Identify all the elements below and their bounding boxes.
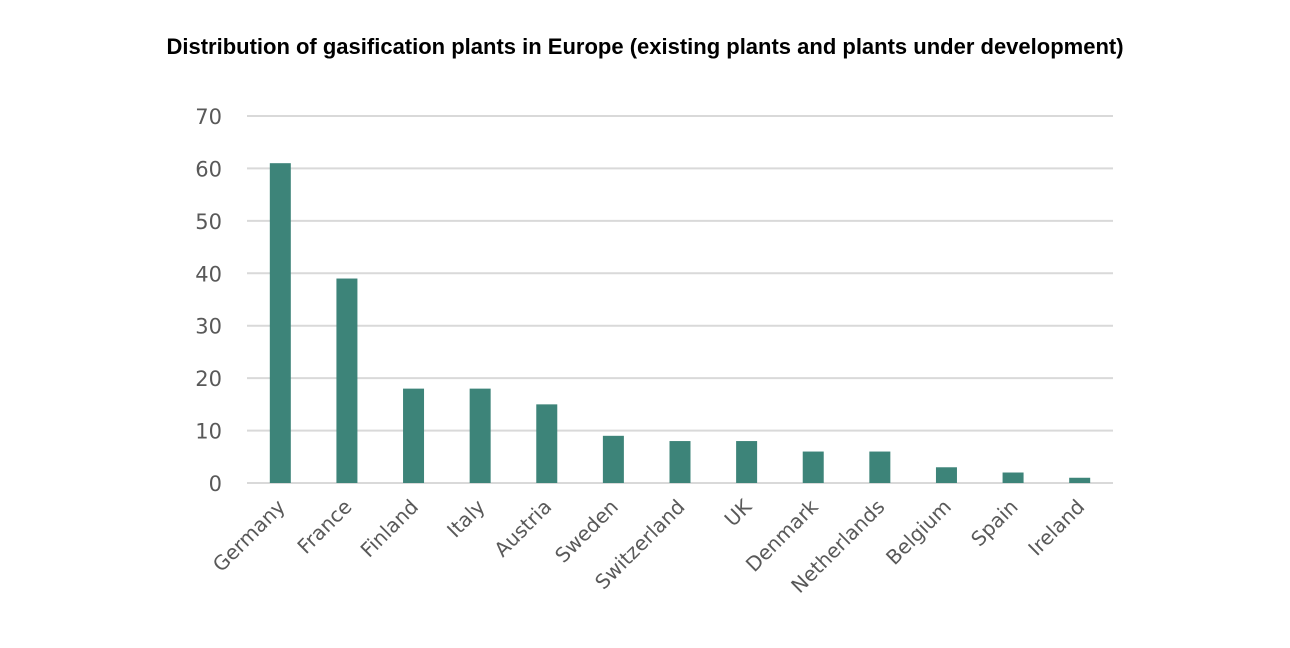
- x-tick-label: Austria: [489, 495, 556, 562]
- y-tick-label: 70: [195, 105, 222, 129]
- bar-finland: [403, 388, 425, 483]
- bar-sweden: [602, 435, 624, 483]
- x-tick-label: UK: [720, 494, 757, 531]
- x-tick-label: Germany: [208, 494, 290, 576]
- x-tick-label: Ireland: [1023, 495, 1089, 561]
- chart-title: Distribution of gasification plants in E…: [166, 34, 1124, 59]
- y-tick-label: 0: [209, 472, 222, 496]
- bar-denmark: [802, 451, 824, 483]
- bar-belgium: [935, 467, 957, 483]
- bar-france: [336, 278, 358, 483]
- y-tick-label: 10: [195, 420, 222, 444]
- y-tick-label: 40: [195, 262, 222, 286]
- x-tick-label: France: [292, 495, 356, 559]
- bar-italy: [469, 388, 491, 483]
- bar-netherlands: [869, 451, 891, 483]
- bar-austria: [536, 404, 558, 483]
- x-tick-label: Finland: [356, 495, 424, 563]
- y-tick-label: 60: [195, 157, 222, 181]
- y-tick-label: 30: [195, 315, 222, 339]
- bar-switzerland: [669, 441, 691, 483]
- bar-spain: [1002, 472, 1024, 483]
- bar-uk: [736, 441, 758, 483]
- y-tick-label: 50: [195, 210, 222, 234]
- x-tick-label: Belgium: [881, 495, 956, 570]
- x-tick-label: Italy: [442, 494, 490, 542]
- bar-germany: [269, 163, 291, 483]
- bar-ireland: [1069, 477, 1091, 483]
- y-tick-label: 20: [195, 367, 222, 391]
- x-tick-label: Spain: [966, 495, 1022, 551]
